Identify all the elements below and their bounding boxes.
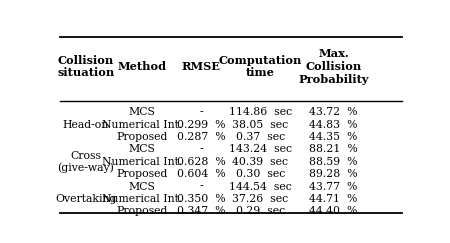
Text: Proposed: Proposed [116, 132, 167, 142]
Text: 88.21  %: 88.21 % [309, 145, 358, 155]
Text: MCS: MCS [128, 107, 155, 117]
Text: Cross
(give-way): Cross (give-way) [58, 151, 114, 173]
Text: 37.26  sec: 37.26 sec [232, 194, 288, 204]
Text: Numerical Int.: Numerical Int. [102, 120, 182, 130]
Text: 0.628  %: 0.628 % [176, 157, 225, 167]
Text: MCS: MCS [128, 182, 155, 191]
Text: 44.40  %: 44.40 % [309, 206, 358, 216]
Text: Collision
situation: Collision situation [57, 55, 114, 78]
Text: 38.05  sec: 38.05 sec [232, 120, 288, 130]
Text: 88.59  %: 88.59 % [309, 157, 358, 167]
Text: 114.86  sec: 114.86 sec [229, 107, 292, 117]
Text: Head-on: Head-on [63, 120, 109, 130]
Text: 43.77  %: 43.77 % [309, 182, 358, 191]
Text: 44.35  %: 44.35 % [309, 132, 358, 142]
Text: Computation
time: Computation time [219, 55, 302, 78]
Text: 44.83  %: 44.83 % [309, 120, 358, 130]
Text: 0.29  sec: 0.29 sec [236, 206, 285, 216]
Text: Max.
Collision
Probability: Max. Collision Probability [298, 48, 369, 85]
Text: 40.39  sec: 40.39 sec [232, 157, 288, 167]
Text: Numerical Int.: Numerical Int. [102, 194, 182, 204]
Text: 0.287  %: 0.287 % [177, 132, 225, 142]
Text: Method: Method [117, 61, 166, 72]
Text: RMSE: RMSE [181, 61, 220, 72]
Text: 43.72  %: 43.72 % [309, 107, 358, 117]
Text: 0.30  sec: 0.30 sec [236, 169, 285, 179]
Text: MCS: MCS [128, 145, 155, 155]
Text: 0.37  sec: 0.37 sec [236, 132, 285, 142]
Text: -: - [199, 145, 203, 155]
Text: -: - [199, 107, 203, 117]
Text: -: - [199, 182, 203, 191]
Text: 143.24  sec: 143.24 sec [229, 145, 292, 155]
Text: 44.71  %: 44.71 % [309, 194, 358, 204]
Text: 0.604  %: 0.604 % [177, 169, 225, 179]
Text: 0.299  %: 0.299 % [177, 120, 225, 130]
Text: 89.28  %: 89.28 % [309, 169, 358, 179]
Text: Proposed: Proposed [116, 169, 167, 179]
Text: Proposed: Proposed [116, 206, 167, 216]
Text: Overtaking: Overtaking [55, 194, 117, 204]
Text: Numerical Int.: Numerical Int. [102, 157, 182, 167]
Text: 144.54  sec: 144.54 sec [229, 182, 292, 191]
Text: 0.350  %: 0.350 % [177, 194, 225, 204]
Text: 0.347  %: 0.347 % [177, 206, 225, 216]
